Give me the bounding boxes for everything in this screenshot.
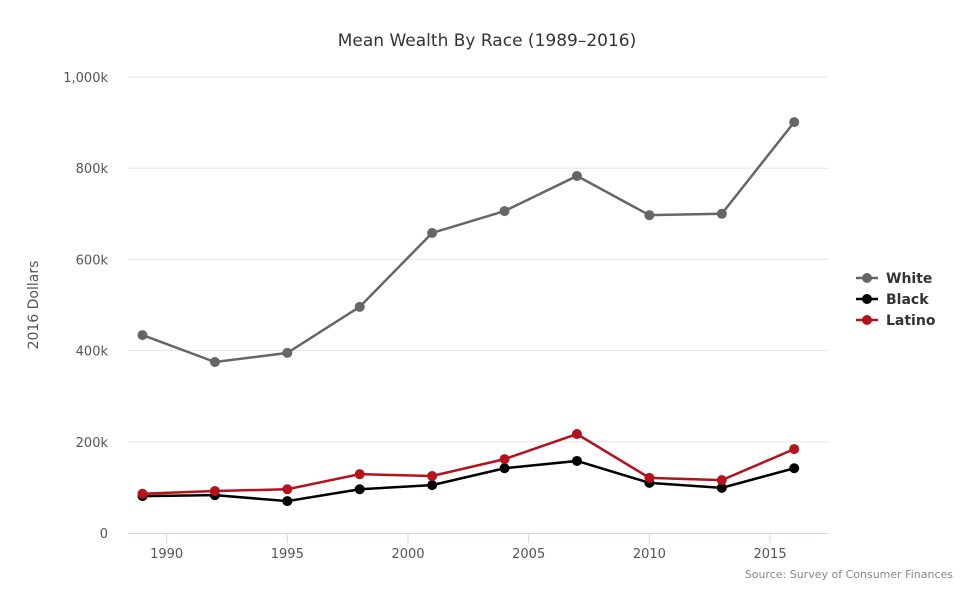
data-point[interactable]	[789, 463, 800, 474]
data-point[interactable]	[499, 206, 510, 217]
legend-marker	[862, 294, 872, 304]
series-line	[142, 432, 795, 496]
data-point[interactable]	[499, 463, 510, 474]
y-tick-label: 0	[100, 527, 108, 542]
data-point[interactable]	[137, 330, 148, 341]
data-point[interactable]	[282, 347, 293, 358]
legend-marker	[862, 315, 872, 325]
x-tick-label: 2015	[754, 547, 787, 562]
data-point[interactable]	[427, 227, 438, 238]
data-point[interactable]	[789, 444, 800, 455]
data-point[interactable]	[644, 472, 655, 483]
data-point[interactable]	[571, 170, 582, 181]
data-point[interactable]	[282, 496, 293, 507]
data-point[interactable]	[789, 117, 800, 128]
data-point[interactable]	[716, 208, 727, 219]
data-point[interactable]	[209, 486, 220, 497]
series-latino	[137, 429, 800, 499]
legend-item-black[interactable]: Black	[856, 292, 929, 308]
data-point[interactable]	[354, 469, 365, 480]
x-tick-label: 1990	[150, 547, 183, 562]
data-point[interactable]	[282, 484, 293, 495]
legend-item-latino[interactable]: Latino	[856, 313, 936, 329]
data-point[interactable]	[137, 488, 148, 499]
data-point[interactable]	[716, 482, 727, 493]
data-point[interactable]	[354, 301, 365, 312]
data-point[interactable]	[499, 454, 510, 465]
data-point[interactable]	[209, 357, 220, 367]
data-point[interactable]	[571, 429, 582, 440]
data-point[interactable]	[427, 471, 438, 481]
x-tick-label: 2005	[512, 547, 545, 562]
y-tick-label: 200k	[76, 436, 109, 451]
data-point[interactable]	[716, 475, 727, 486]
series-black	[137, 455, 800, 507]
y-tick-label: 600k	[76, 253, 109, 268]
legend-label: Latino	[886, 313, 936, 329]
data-point[interactable]	[354, 484, 365, 495]
legend-marker	[862, 273, 872, 283]
x-tick-label: 2000	[391, 547, 424, 562]
y-axis-label: 2016 Dollars	[26, 261, 42, 350]
x-tick-label: 1995	[271, 547, 304, 562]
series-line	[142, 121, 796, 364]
data-point[interactable]	[571, 455, 582, 466]
legend-item-white[interactable]: White	[856, 271, 932, 287]
data-point[interactable]	[644, 210, 655, 221]
series-line	[142, 459, 795, 503]
y-tick-label: 400k	[76, 345, 109, 360]
chart-title: Mean Wealth By Race (1989–2016)	[338, 31, 636, 51]
x-tick-label: 2010	[633, 547, 666, 562]
series-white	[137, 117, 800, 367]
legend-label: Black	[886, 292, 929, 308]
legend-label: White	[886, 271, 932, 287]
y-tick-label: 1,000k	[63, 71, 108, 86]
credit-text: Source: Survey of Consumer Finances	[745, 568, 954, 581]
data-point[interactable]	[427, 480, 438, 491]
y-tick-label: 800k	[76, 162, 109, 177]
